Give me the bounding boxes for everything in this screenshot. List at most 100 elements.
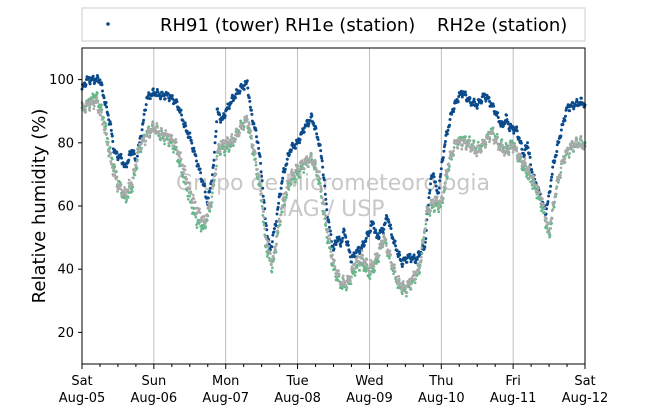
data-point xyxy=(408,278,411,281)
data-point xyxy=(167,141,171,145)
data-point xyxy=(456,100,460,104)
data-point xyxy=(203,184,207,188)
data-point xyxy=(434,184,438,188)
data-point xyxy=(216,107,220,111)
y-tick-label: 20 xyxy=(57,326,74,341)
data-point xyxy=(368,277,372,281)
data-point xyxy=(274,244,278,247)
data-point xyxy=(293,180,297,184)
data-point xyxy=(175,100,179,104)
data-point xyxy=(215,154,219,158)
data-point xyxy=(110,157,114,161)
data-point xyxy=(369,258,373,262)
data-point xyxy=(463,137,467,141)
data-point xyxy=(538,190,542,194)
data-point xyxy=(551,165,555,169)
legend-entry-label: RH91 (tower) xyxy=(160,15,280,36)
data-point xyxy=(361,254,365,257)
data-point xyxy=(405,294,408,298)
data-point xyxy=(405,284,409,288)
data-point xyxy=(258,184,262,187)
data-point xyxy=(442,149,446,153)
data-point xyxy=(250,134,253,138)
data-point xyxy=(98,78,102,82)
data-point xyxy=(520,164,524,168)
data-point xyxy=(322,199,326,202)
data-point xyxy=(579,96,583,100)
data-point xyxy=(568,146,571,150)
data-point xyxy=(498,142,502,146)
data-point xyxy=(559,174,562,177)
data-point xyxy=(95,96,99,100)
data-point xyxy=(108,146,112,149)
data-point xyxy=(98,103,101,106)
data-point xyxy=(492,104,496,108)
data-point xyxy=(272,255,275,258)
data-point xyxy=(541,197,544,201)
data-point xyxy=(214,168,218,171)
data-point xyxy=(82,104,86,108)
data-point xyxy=(167,99,171,103)
data-point xyxy=(287,153,291,157)
data-point xyxy=(298,141,302,145)
data-point xyxy=(113,173,117,177)
data-point xyxy=(194,154,198,158)
data-point xyxy=(400,289,404,292)
data-point xyxy=(315,132,319,136)
data-point xyxy=(248,105,252,109)
data-point xyxy=(327,228,330,232)
data-point xyxy=(450,158,453,161)
data-point xyxy=(305,155,309,158)
data-point xyxy=(258,174,261,177)
data-point xyxy=(557,140,561,144)
data-point xyxy=(254,160,258,164)
data-point xyxy=(208,210,212,213)
data-point xyxy=(573,143,577,147)
data-point xyxy=(542,203,546,206)
data-point xyxy=(306,164,310,168)
data-point xyxy=(278,223,282,227)
data-point xyxy=(106,113,110,117)
data-point xyxy=(192,146,196,150)
data-point xyxy=(250,112,254,116)
data-point xyxy=(276,226,280,229)
data-point xyxy=(434,180,438,184)
data-point xyxy=(192,149,196,153)
data-point xyxy=(163,142,166,146)
data-point xyxy=(443,185,446,189)
data-point xyxy=(548,234,552,237)
data-point xyxy=(112,163,116,166)
data-point xyxy=(340,287,344,290)
data-point xyxy=(484,99,488,103)
data-point xyxy=(479,149,483,153)
data-point xyxy=(154,130,158,133)
data-point xyxy=(428,214,432,217)
data-point xyxy=(480,138,484,142)
data-point xyxy=(550,209,554,213)
data-point xyxy=(364,270,368,273)
data-point xyxy=(100,110,103,114)
data-point xyxy=(164,129,168,132)
data-point xyxy=(213,141,217,145)
data-point xyxy=(570,139,574,143)
data-point xyxy=(412,270,415,274)
data-point xyxy=(469,150,472,153)
data-point xyxy=(325,208,329,212)
data-point xyxy=(333,259,336,262)
data-point xyxy=(151,87,155,91)
data-point xyxy=(341,274,345,278)
data-point xyxy=(255,135,258,139)
data-point xyxy=(156,126,159,129)
data-point xyxy=(475,106,479,110)
data-point xyxy=(331,244,335,248)
data-point xyxy=(325,230,329,234)
data-point xyxy=(567,152,571,156)
data-point xyxy=(318,143,322,147)
data-point xyxy=(195,159,198,163)
data-point xyxy=(517,136,521,140)
data-point xyxy=(412,253,416,257)
data-point xyxy=(475,151,479,155)
data-point xyxy=(329,241,332,244)
data-point xyxy=(102,122,105,126)
data-point xyxy=(321,165,325,169)
